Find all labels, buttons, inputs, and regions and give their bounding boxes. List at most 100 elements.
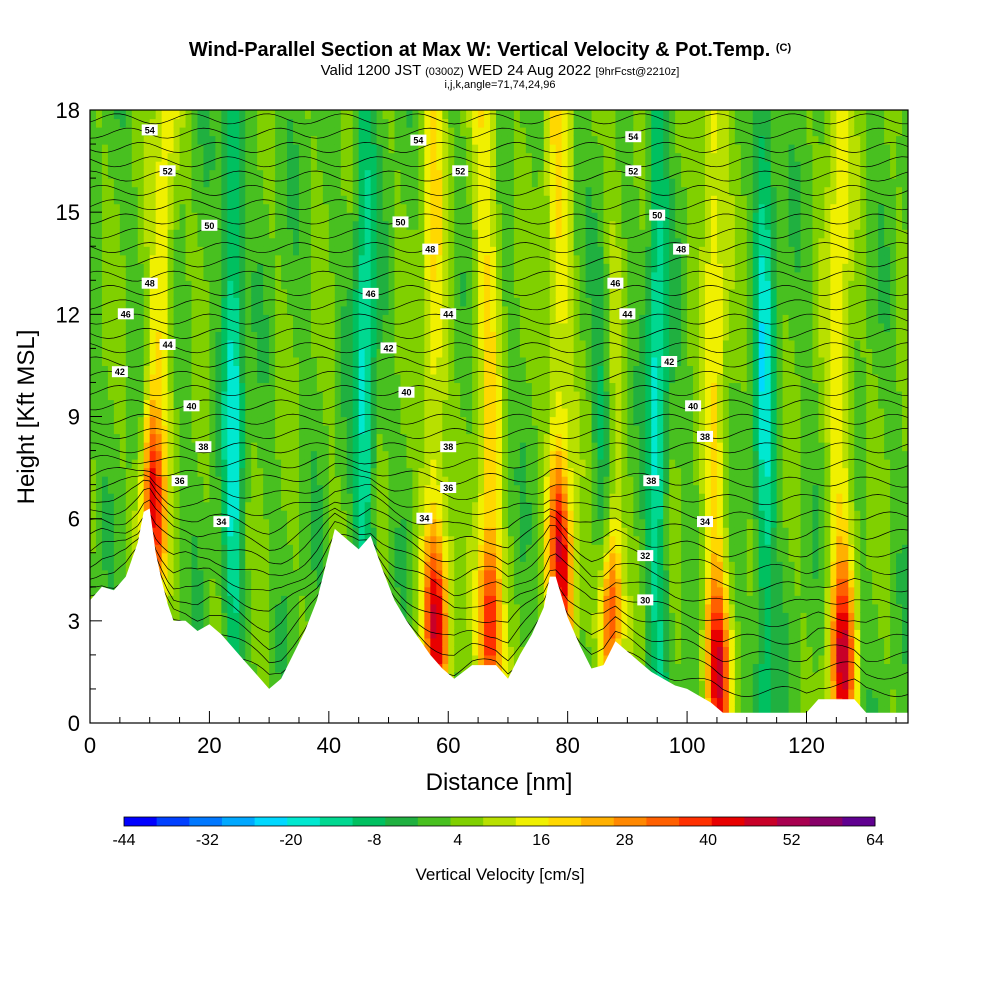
- velocity-cell: [251, 161, 258, 171]
- velocity-cell: [203, 212, 211, 222]
- velocity-cell: [119, 544, 127, 554]
- velocity-cell: [310, 203, 318, 213]
- velocity-cell: [370, 416, 378, 426]
- velocity-cell: [316, 161, 324, 171]
- velocity-cell: [358, 314, 366, 324]
- velocity-cell: [322, 416, 330, 426]
- velocity-cell: [281, 416, 288, 426]
- velocity-cell: [293, 552, 300, 562]
- velocity-cell: [239, 595, 246, 605]
- velocity-cell: [203, 280, 211, 290]
- velocity-cell: [484, 161, 491, 171]
- velocity-cell: [340, 518, 348, 528]
- velocity-cell: [490, 518, 497, 528]
- velocity-cell: [460, 595, 467, 605]
- velocity-cell: [131, 178, 139, 188]
- velocity-cell: [239, 110, 246, 120]
- velocity-cell: [125, 535, 133, 545]
- velocity-cell: [131, 203, 139, 213]
- velocity-cell: [490, 178, 497, 188]
- velocity-cell: [316, 203, 324, 213]
- velocity-cell: [173, 407, 181, 418]
- velocity-cell: [251, 144, 258, 154]
- velocity-cell: [179, 518, 187, 528]
- velocity-cell: [478, 586, 485, 596]
- velocity-cell: [394, 390, 402, 401]
- velocity-cell: [233, 603, 240, 613]
- velocity-cell: [143, 450, 151, 460]
- velocity-cell: [95, 169, 103, 179]
- velocity-cell: [316, 578, 324, 588]
- velocity-cell: [269, 425, 276, 435]
- velocity-cell: [472, 280, 479, 290]
- velocity-cell: [185, 339, 193, 349]
- velocity-cell: [209, 518, 216, 528]
- velocity-cell: [448, 203, 455, 213]
- velocity-cell: [155, 144, 163, 154]
- velocity-cell: [257, 433, 264, 443]
- velocity-cell: [340, 237, 348, 247]
- velocity-cell: [448, 297, 455, 307]
- velocity-cell: [490, 620, 497, 630]
- velocity-cell: [490, 416, 497, 426]
- velocity-cell: [364, 246, 372, 256]
- velocity-cell: [376, 178, 384, 188]
- velocity-cell: [298, 561, 306, 571]
- velocity-cell: [215, 339, 222, 349]
- velocity-cell: [233, 212, 240, 222]
- velocity-cell: [484, 390, 491, 401]
- velocity-cell: [155, 501, 163, 511]
- velocity-cell: [107, 356, 115, 367]
- velocity-cell: [90, 569, 97, 579]
- velocity-cell: [263, 501, 270, 511]
- velocity-cell: [442, 356, 449, 367]
- velocity-cell: [346, 212, 354, 222]
- velocity-cell: [251, 467, 258, 477]
- velocity-cell: [90, 314, 97, 324]
- velocity-cell: [197, 288, 205, 298]
- velocity-cell: [131, 314, 139, 324]
- velocity-cell: [436, 246, 443, 256]
- velocity-cell: [191, 127, 199, 137]
- velocity-cell: [275, 442, 282, 452]
- velocity-cell: [448, 407, 455, 418]
- velocity-cell: [90, 297, 97, 307]
- velocity-cell: [275, 654, 282, 664]
- velocity-cell: [197, 246, 205, 256]
- velocity-cell: [358, 297, 366, 307]
- velocity-cell: [173, 127, 181, 137]
- velocity-cell: [203, 169, 211, 179]
- velocity-cell: [382, 237, 390, 247]
- velocity-cell: [298, 450, 306, 460]
- velocity-cell: [191, 203, 199, 213]
- velocity-cell: [418, 382, 425, 392]
- velocity-cell: [501, 586, 509, 596]
- velocity-cell: [263, 246, 270, 256]
- velocity-cell: [263, 399, 270, 409]
- velocity-cell: [233, 620, 240, 630]
- velocity-cell: [287, 178, 294, 188]
- velocity-cell: [191, 280, 199, 290]
- velocity-cell: [161, 254, 169, 264]
- velocity-cell: [125, 118, 133, 128]
- velocity-cell: [400, 425, 408, 435]
- velocity-cell: [298, 118, 306, 128]
- velocity-cell: [430, 373, 437, 384]
- velocity-cell: [281, 407, 288, 418]
- velocity-cell: [275, 314, 282, 324]
- velocity-cell: [388, 135, 396, 145]
- velocity-cell: [233, 527, 240, 537]
- velocity-cell: [430, 339, 437, 349]
- velocity-cell: [275, 425, 282, 435]
- velocity-cell: [448, 110, 455, 120]
- velocity-cell: [370, 314, 378, 324]
- velocity-cell: [412, 169, 419, 179]
- velocity-cell: [203, 161, 211, 171]
- velocity-cell: [472, 288, 479, 298]
- velocity-cell: [107, 501, 115, 511]
- velocity-cell: [257, 254, 264, 264]
- velocity-cell: [454, 561, 461, 571]
- velocity-cell: [251, 365, 258, 375]
- velocity-cell: [496, 271, 503, 281]
- velocity-cell: [490, 459, 497, 469]
